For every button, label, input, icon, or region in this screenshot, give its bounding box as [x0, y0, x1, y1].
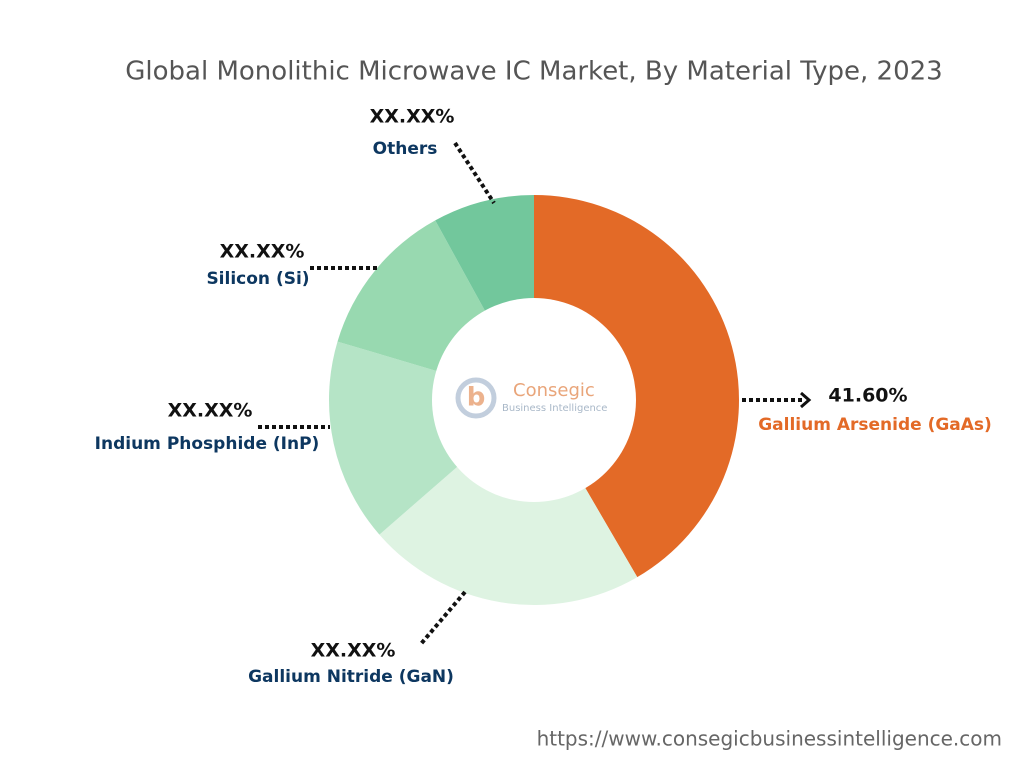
source-url: https://www.consegicbusinessintelligence…	[537, 727, 1002, 751]
leader-line	[418, 590, 467, 647]
watermark-tagline: Business Intelligence	[502, 403, 607, 414]
leader-line	[453, 141, 496, 205]
category-label: Silicon (Si)	[206, 269, 309, 289]
value-label: XX.XX%	[370, 106, 455, 128]
logo-glyph: b	[467, 383, 486, 413]
watermark-name: Consegic	[513, 380, 595, 401]
category-label: Gallium Arsenide (GaAs)	[758, 415, 992, 435]
leader-arrow	[800, 391, 812, 409]
value-label: 41.60%	[828, 385, 907, 407]
category-label: Gallium Nitride (GaN)	[248, 667, 454, 687]
donut-hole	[432, 298, 636, 502]
value-label: XX.XX%	[168, 400, 253, 422]
category-label: Others	[373, 139, 438, 159]
value-label: XX.XX%	[220, 241, 305, 263]
category-label: Indium Phosphide (InP)	[95, 434, 320, 454]
value-label: XX.XX%	[311, 640, 396, 662]
chart-title: Global Monolithic Microwave IC Market, B…	[125, 57, 942, 87]
logo-ring	[455, 377, 497, 419]
donut-slice	[379, 400, 638, 605]
watermark-logo: b	[455, 377, 497, 419]
